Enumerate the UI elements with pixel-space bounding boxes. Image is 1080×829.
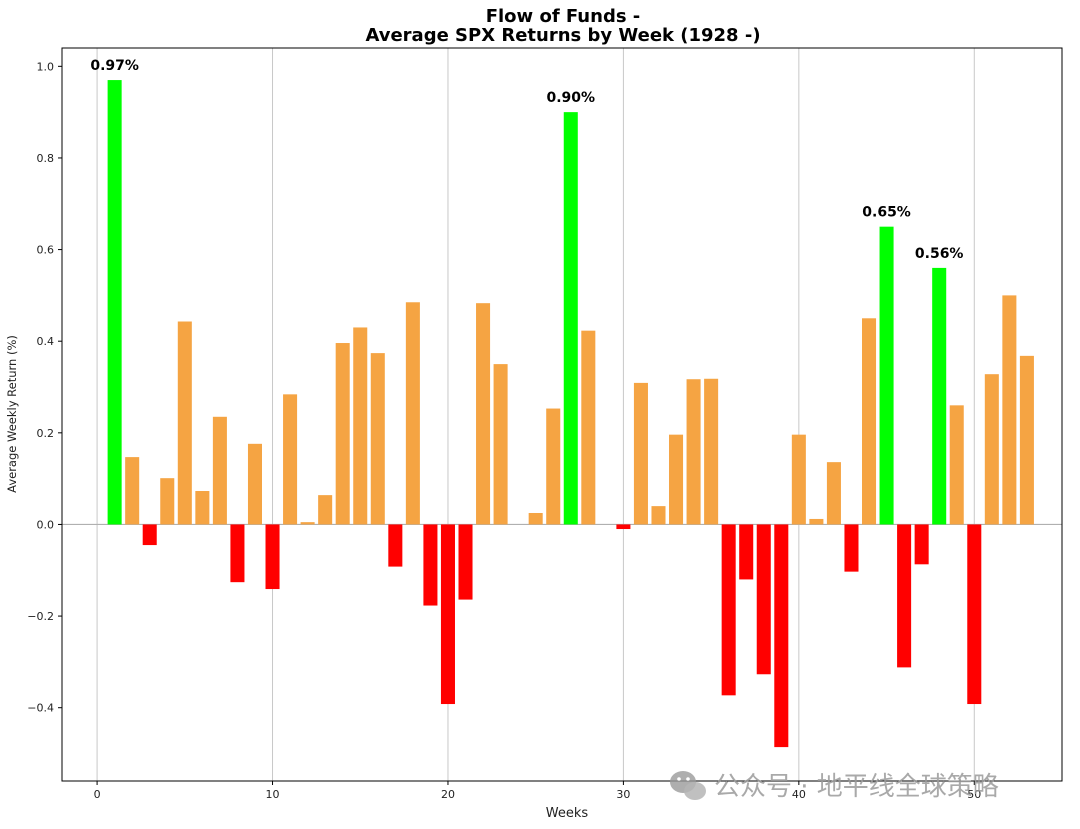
bar-week-22 xyxy=(476,303,491,525)
bar-week-9 xyxy=(247,443,262,525)
bar-week-35 xyxy=(704,378,719,525)
bar-week-4 xyxy=(160,478,175,525)
bar-week-19 xyxy=(423,524,438,606)
x-tick-label: 10 xyxy=(266,788,280,801)
bar-week-51 xyxy=(984,374,999,525)
bar-week-40 xyxy=(791,434,806,525)
x-tick-label: 40 xyxy=(792,788,806,801)
bar-week-5 xyxy=(177,321,192,525)
bar-week-6 xyxy=(195,491,210,525)
bar-week-33 xyxy=(669,434,684,525)
bar-week-13 xyxy=(318,495,333,525)
bar-week-20 xyxy=(440,524,455,705)
bar-week-38 xyxy=(756,524,771,675)
x-tick-label: 0 xyxy=(94,788,101,801)
bar-week-47 xyxy=(914,524,929,565)
data-label-week-48: 0.56% xyxy=(915,246,964,262)
bar-week-42 xyxy=(826,462,841,525)
bar-week-27 xyxy=(563,112,578,525)
watermark-text: 公众号 · 地平线全球策略 xyxy=(714,772,999,802)
y-tick-label: 0.0 xyxy=(37,518,55,531)
bar-week-49 xyxy=(949,405,964,525)
y-tick-label: 0.2 xyxy=(37,427,55,440)
bar-week-36 xyxy=(721,524,736,696)
bar-week-8 xyxy=(230,524,245,583)
y-tick-label: 0.8 xyxy=(37,152,55,165)
watermark: 公众号 · 地平线全球策略 xyxy=(670,771,999,802)
bar-week-37 xyxy=(739,524,754,580)
y-tick-label: 0.6 xyxy=(37,244,55,257)
x-tick-label: 30 xyxy=(616,788,630,801)
bar-week-14 xyxy=(335,343,350,525)
bar-week-17 xyxy=(388,524,403,567)
wechat-icon xyxy=(670,771,706,800)
bar-week-48 xyxy=(932,267,947,525)
bar-week-23 xyxy=(493,364,508,525)
bar-week-52 xyxy=(1002,295,1017,525)
y-tick-label: 1.0 xyxy=(37,60,55,73)
bar-week-34 xyxy=(686,379,701,525)
bar-week-26 xyxy=(546,408,561,525)
plot-frame xyxy=(61,47,1063,782)
bar-week-32 xyxy=(651,506,666,525)
y-tick-label: −0.4 xyxy=(27,702,54,715)
bar-week-21 xyxy=(458,524,473,600)
bar-week-15 xyxy=(353,327,368,525)
bar-week-18 xyxy=(405,302,420,525)
bar-week-1 xyxy=(107,80,122,525)
bar-week-39 xyxy=(774,524,789,748)
y-tick-label: 0.4 xyxy=(37,335,55,348)
bar-week-53 xyxy=(1019,355,1034,525)
x-tick-label: 50 xyxy=(967,788,981,801)
bar-week-3 xyxy=(142,524,157,546)
x-tick-label: 20 xyxy=(441,788,455,801)
bar-week-31 xyxy=(633,382,648,525)
bar-week-28 xyxy=(581,330,596,525)
chart-title: Flow of Funds - xyxy=(486,6,641,27)
bar-week-16 xyxy=(370,353,385,525)
bar-week-25 xyxy=(528,512,543,525)
data-label-week-1: 0.97% xyxy=(90,58,139,74)
bar-week-11 xyxy=(283,394,298,525)
data-label-week-45: 0.65% xyxy=(862,205,911,221)
bar-week-45 xyxy=(879,226,894,525)
bar-week-7 xyxy=(212,416,227,525)
y-axis-label: Average Weekly Return (%) xyxy=(5,335,19,493)
data-label-week-27: 0.90% xyxy=(546,90,595,106)
bar-week-41 xyxy=(809,518,824,525)
bar-week-44 xyxy=(862,318,877,525)
chart-subtitle: Average SPX Returns by Week (1928 -) xyxy=(365,25,760,46)
bar-week-10 xyxy=(265,524,280,590)
bar-week-2 xyxy=(125,457,140,525)
bar-week-43 xyxy=(844,524,859,572)
bar-week-12 xyxy=(300,522,315,525)
y-tick-label: −0.2 xyxy=(27,610,54,623)
x-axis-label: Weeks xyxy=(546,806,589,821)
bar-week-30 xyxy=(616,524,631,530)
bar-week-50 xyxy=(967,524,982,705)
bar-week-46 xyxy=(897,524,912,668)
